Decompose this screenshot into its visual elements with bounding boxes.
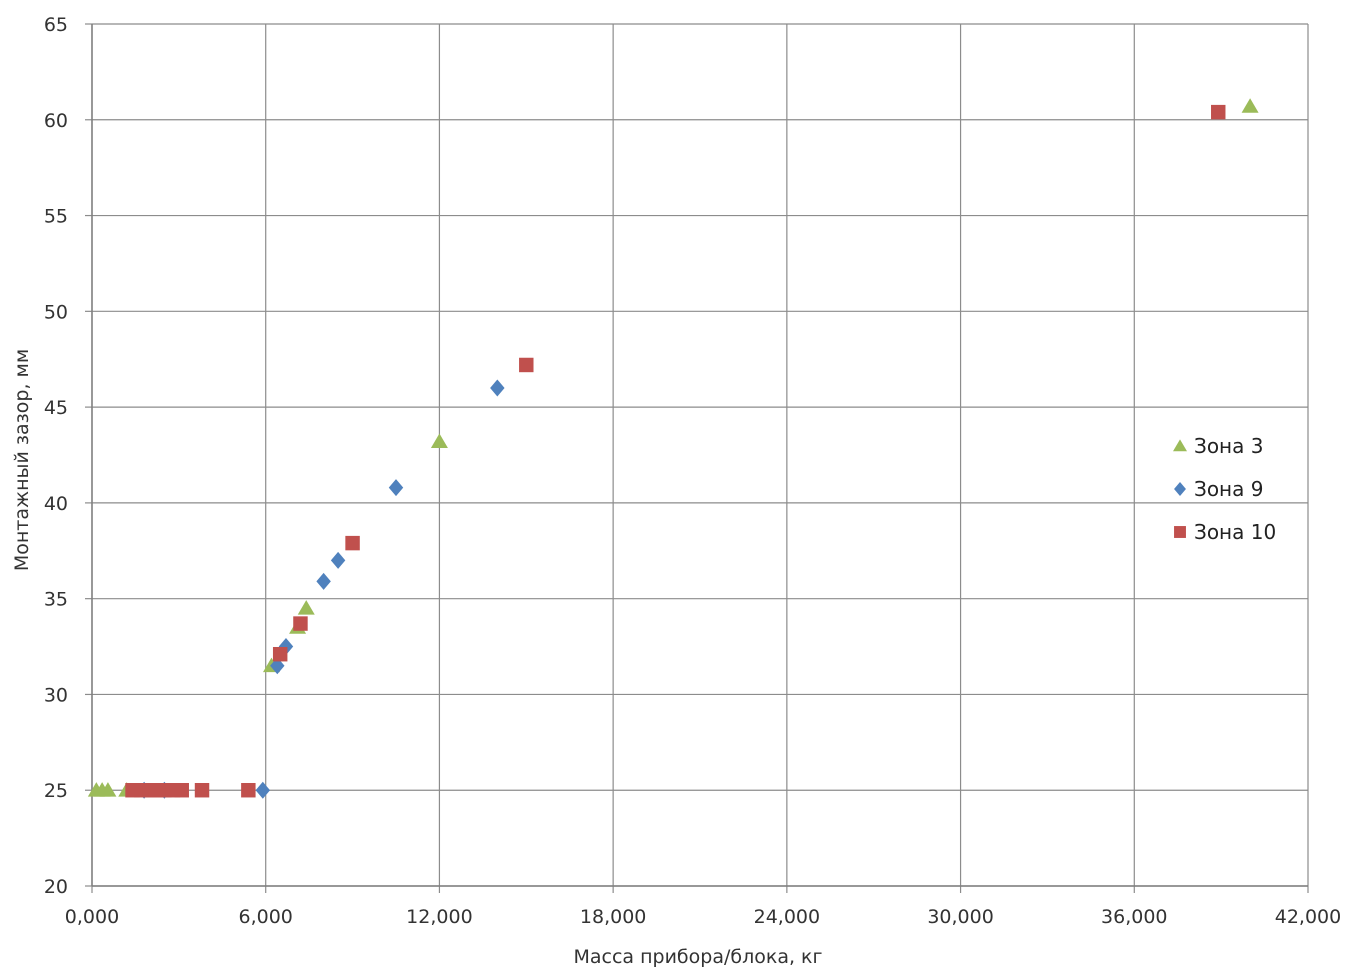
- y-tick-label: 55: [44, 206, 68, 228]
- y-tick-label: 30: [44, 684, 68, 706]
- y-tick-label: 40: [44, 493, 68, 515]
- y-tick-label: 50: [44, 301, 68, 323]
- data-point: [297, 600, 315, 615]
- data-point: [174, 782, 189, 798]
- legend: Зона 3 Зона 9 Зона 10: [1173, 434, 1276, 544]
- x-tick-label: 24,000: [754, 906, 820, 928]
- data-point: [1211, 104, 1226, 120]
- y-tick-label: 65: [44, 14, 68, 36]
- data-point: [255, 781, 271, 799]
- x-tick-label: 12,000: [406, 906, 472, 928]
- y-tick-label: 60: [44, 110, 68, 132]
- y-tick-labels: 20 25 30 35 40 45 50 55 60 65: [44, 14, 68, 898]
- legend-label: Зона 3: [1194, 434, 1263, 458]
- legend-item: Зона 9: [1174, 477, 1263, 501]
- series-diamond: [136, 379, 505, 799]
- legend-item: Зона 3: [1173, 434, 1263, 458]
- data-point: [388, 479, 404, 497]
- x-tick-label: 30,000: [927, 906, 993, 928]
- legend-label: Зона 9: [1194, 477, 1263, 501]
- legend-marker: [1174, 526, 1186, 538]
- data-point: [1241, 98, 1259, 113]
- series-square: [125, 104, 1226, 798]
- y-tick-label: 20: [44, 876, 68, 898]
- x-tick-label: 6,000: [239, 906, 293, 928]
- grid-lines: [91, 23, 1309, 887]
- data-point: [272, 646, 288, 662]
- legend-label: Зона 10: [1194, 520, 1276, 544]
- data-point: [99, 782, 117, 797]
- x-tick-label: 0,000: [65, 906, 119, 928]
- data-point: [270, 657, 285, 675]
- x-tick-label: 18,000: [580, 906, 646, 928]
- data-point: [293, 616, 308, 631]
- series-triangle: [87, 98, 1259, 797]
- data-point: [330, 551, 346, 569]
- data-point: [345, 535, 360, 551]
- data-point: [241, 782, 256, 798]
- legend-item: Зона 10: [1174, 520, 1276, 544]
- x-tick-label: 42,000: [1275, 906, 1341, 928]
- y-tick-label: 35: [44, 589, 68, 611]
- y-tick-label: 45: [44, 397, 68, 419]
- legend-marker: [1174, 482, 1186, 496]
- data-point: [316, 572, 331, 590]
- y-tick-label: 25: [44, 780, 68, 802]
- x-tick-labels: 0,000 6,000 12,000 18,000 24,000 30,000 36,000…: [65, 906, 1341, 928]
- data-point: [519, 357, 534, 373]
- legend-marker: [1173, 439, 1187, 452]
- data-point: [430, 433, 448, 448]
- data-point: [490, 379, 505, 397]
- x-tick-label: 36,000: [1101, 906, 1167, 928]
- data-points: [87, 98, 1259, 799]
- x-axis-title: Масса прибора/блока, кг: [573, 946, 822, 968]
- axes: [85, 23, 1309, 893]
- data-point: [194, 782, 210, 798]
- y-axis-title: Монтажный зазор, мм: [11, 349, 33, 571]
